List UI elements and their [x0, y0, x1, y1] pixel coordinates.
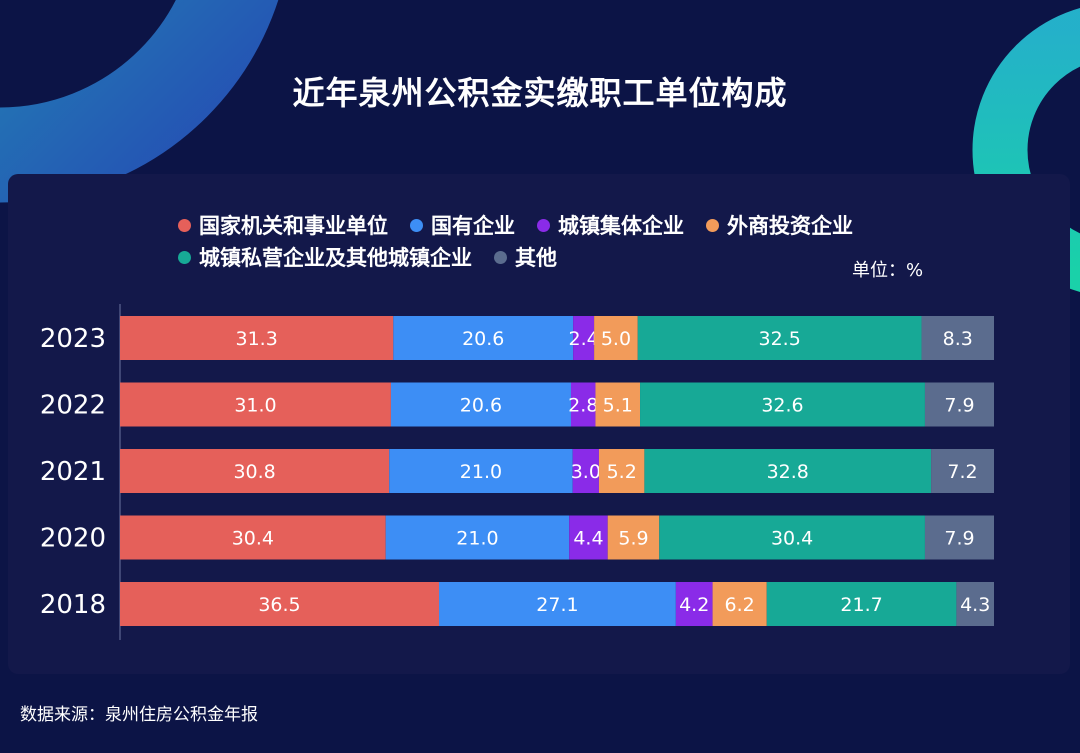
bar-segment-2018-3: [712, 582, 767, 626]
data-label-2023-1: 20.6: [462, 328, 504, 350]
bar-segment-2023-2: [573, 316, 595, 360]
bar-segment-2021-1: [389, 449, 573, 493]
bar-segment-2023-5: [921, 316, 994, 360]
legend-label-4: 城镇私营企业及其他城镇企业: [199, 246, 472, 270]
legend-item: 其他: [494, 242, 557, 272]
data-label-2023-5: 8.3: [943, 328, 973, 350]
bar-segment-2022-4: [640, 382, 925, 427]
category-label-2021: 2021: [40, 457, 106, 487]
legend-row-2: 城镇私营企业及其他城镇企业 其他: [178, 242, 557, 272]
bar-segment-2022-3: [595, 382, 641, 427]
bar-segment-2018-1: [439, 582, 676, 626]
legend-label-0: 国家机关和事业单位: [199, 214, 388, 238]
data-label-2021-4: 32.8: [767, 461, 809, 483]
data-label-2022-2: 2.8: [568, 395, 598, 417]
bar-segment-2022-0: [120, 382, 391, 427]
data-label-2018-0: 36.5: [258, 594, 300, 616]
bar-segment-2022-5: [924, 382, 994, 427]
data-label-2021-0: 30.8: [233, 461, 275, 483]
bar-segment-2018-0: [120, 582, 440, 626]
legend-swatch-2: [537, 218, 550, 232]
data-label-2021-1: 21.0: [460, 461, 502, 483]
data-label-2021-5: 7.2: [947, 461, 977, 483]
data-label-2020-5: 7.9: [944, 528, 974, 550]
bar-segment-2021-2: [572, 449, 599, 493]
bar-segment-2020-1: [385, 515, 570, 560]
data-label-2020-3: 5.9: [618, 528, 648, 550]
category-label-2023: 2023: [40, 324, 106, 354]
legend-label-3: 外商投资企业: [727, 214, 853, 238]
legend-label-5: 其他: [515, 246, 557, 270]
unit-label: 单位：%: [852, 260, 924, 281]
data-label-2018-2: 4.2: [679, 594, 709, 616]
data-label-2022-0: 31.0: [234, 395, 276, 417]
data-label-2021-3: 5.2: [607, 461, 637, 483]
data-label-2018-4: 21.7: [840, 594, 882, 616]
bar-segment-2021-3: [598, 449, 645, 493]
page-title: 近年泉州公积金实缴职工单位构成: [292, 74, 788, 112]
data-label-2020-1: 21.0: [456, 528, 498, 550]
legend-label-2: 城镇集体企业: [558, 214, 684, 238]
category-label-2020: 2020: [40, 524, 106, 554]
bar-segment-2020-2: [569, 515, 608, 560]
data-label-2022-1: 20.6: [460, 395, 502, 417]
data-label-2023-0: 31.3: [235, 328, 277, 350]
legend-item: 国家机关和事业单位: [178, 210, 388, 240]
legend-swatch-5: [494, 250, 507, 264]
bar-segment-2023-1: [393, 316, 574, 360]
bar-segment-2020-0: [120, 515, 386, 560]
legend-item: 城镇集体企业: [537, 210, 684, 240]
data-label-2018-3: 6.2: [725, 594, 755, 616]
data-label-2022-3: 5.1: [603, 395, 633, 417]
bar-segment-2018-4: [766, 582, 957, 626]
bar-segment-2023-4: [637, 316, 922, 360]
source-note: 数据来源：泉州住房公积金年报: [20, 705, 258, 725]
bar-segment-2022-2: [570, 382, 596, 427]
bar-segment-2020-3: [607, 515, 660, 560]
legend-item: 外商投资企业: [706, 210, 853, 240]
decorative-arc-right: [972, 8, 1080, 292]
data-label-2023-3: 5.0: [601, 328, 631, 350]
bar-segment-2021-5: [931, 449, 994, 493]
bar-segment-2021-4: [644, 449, 932, 493]
data-label-2022-5: 7.9: [944, 395, 974, 417]
bar-segment-2018-2: [675, 582, 713, 626]
data-label-2021-2: 3.0: [571, 461, 601, 483]
bar-segment-2021-0: [120, 449, 390, 493]
data-label-2020-4: 30.4: [771, 528, 813, 550]
legend-item: 国有企业: [410, 210, 515, 240]
data-label-2023-4: 32.5: [758, 328, 800, 350]
data-label-2023-2: 2.4: [569, 328, 599, 350]
legend-swatch-4: [178, 250, 191, 264]
category-label-2022: 2022: [40, 391, 106, 421]
data-label-2022-4: 32.6: [761, 395, 803, 417]
bar-segment-2020-4: [659, 515, 925, 560]
bar-segment-2022-1: [390, 382, 571, 427]
legend-swatch-3: [706, 218, 719, 232]
bar-segment-2020-5: [924, 515, 994, 560]
bar-segment-2018-5: [956, 582, 994, 626]
legend-label-1: 国有企业: [431, 214, 515, 238]
category-label-2018: 2018: [40, 590, 106, 620]
data-label-2018-5: 4.3: [960, 594, 990, 616]
legend-swatch-1: [410, 218, 423, 232]
data-label-2020-0: 30.4: [232, 528, 274, 550]
data-label-2018-1: 27.1: [536, 594, 578, 616]
data-label-2020-2: 4.4: [573, 528, 603, 550]
bar-segment-2023-0: [120, 316, 394, 360]
bar-segment-2023-3: [594, 316, 638, 360]
legend-item: 城镇私营企业及其他城镇企业: [178, 242, 472, 272]
legend-swatch-0: [178, 218, 191, 232]
legend-row-1: 国家机关和事业单位 国有企业 城镇集体企业 外商投资企业: [178, 210, 853, 240]
